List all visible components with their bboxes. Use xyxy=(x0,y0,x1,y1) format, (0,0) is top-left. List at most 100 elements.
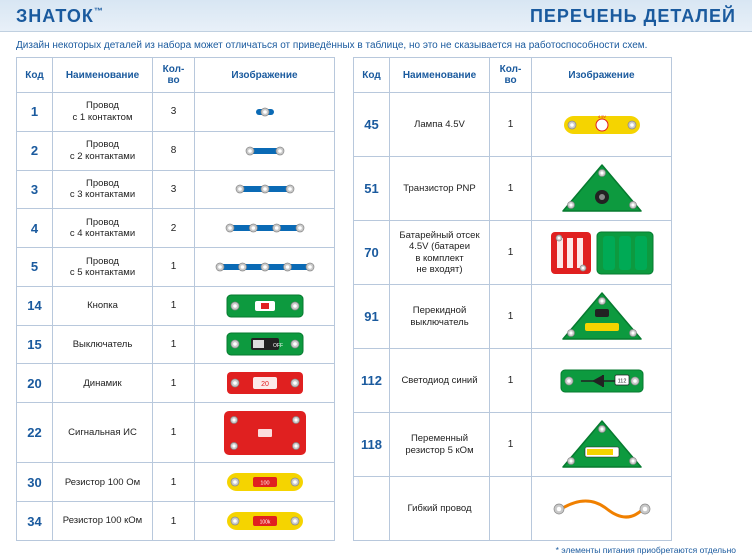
part-image xyxy=(195,209,335,248)
table-row: 112 Светодиод синий 1 112 xyxy=(354,349,672,413)
part-code: 91 xyxy=(354,285,390,349)
table-row: 1 Проводс 1 контактом 3 xyxy=(17,93,335,132)
part-code: 30 xyxy=(17,463,53,502)
part-code: 2 xyxy=(17,131,53,170)
col-qty: Кол-во xyxy=(153,58,195,93)
page-title: ПЕРЕЧЕНЬ ДЕТАЛЕЙ xyxy=(530,6,736,27)
part-code: 45 xyxy=(354,93,390,157)
part-qty: 1 xyxy=(490,157,532,221)
part-qty: 1 xyxy=(490,413,532,477)
part-name: Резистор 100 Ом xyxy=(53,463,153,502)
part-qty: 1 xyxy=(490,285,532,349)
table-row: 45 Лампа 4.5V 1 4.5V xyxy=(354,93,672,157)
part-image xyxy=(195,131,335,170)
table-row: 3 Проводс 3 контактами 3 xyxy=(17,170,335,209)
parts-table-right: Код Наименование Кол-во Изображение 45 Л… xyxy=(353,57,672,541)
col-image: Изображение xyxy=(195,58,335,93)
part-image xyxy=(195,286,335,325)
part-code: 14 xyxy=(17,286,53,325)
part-code: 15 xyxy=(17,325,53,364)
part-name: Лампа 4.5V xyxy=(390,93,490,157)
table-row: 30 Резистор 100 Ом 1 100 xyxy=(17,463,335,502)
part-qty: 1 xyxy=(490,93,532,157)
part-name: Проводс 3 контактами xyxy=(53,170,153,209)
svg-text:4.5V: 4.5V xyxy=(597,114,606,119)
part-code: 51 xyxy=(354,157,390,221)
part-name: Проводс 4 контактами xyxy=(53,209,153,248)
part-name: Динамик xyxy=(53,364,153,403)
part-qty: 1 xyxy=(153,364,195,403)
table-row: 2 Проводс 2 контактами 8 xyxy=(17,131,335,170)
table-row: 51 Транзистор PNP 1 xyxy=(354,157,672,221)
part-image: 4.5V xyxy=(532,93,672,157)
part-qty: 1 xyxy=(490,349,532,413)
part-image: 20 xyxy=(195,364,335,403)
header-bar: ЗНАТОК™ ПЕРЕЧЕНЬ ДЕТАЛЕЙ xyxy=(0,0,752,32)
table-row: 20 Динамик 1 20 xyxy=(17,364,335,403)
part-name: Переменныйрезистор 5 кОм xyxy=(390,413,490,477)
svg-text:100k: 100k xyxy=(259,520,270,526)
part-qty: 1 xyxy=(153,403,195,463)
part-code: 20 xyxy=(17,364,53,403)
part-image xyxy=(532,285,672,349)
part-qty: 1 xyxy=(490,221,532,285)
col-code: Код xyxy=(354,58,390,93)
part-name: Проводс 2 контактами xyxy=(53,131,153,170)
part-image xyxy=(195,403,335,463)
col-qty: Кол-во xyxy=(490,58,532,93)
part-image: 100k xyxy=(195,502,335,541)
part-name: Резистор 100 кОм xyxy=(53,502,153,541)
part-name: Гибкий провод xyxy=(390,477,490,541)
brand-text: ЗНАТОК xyxy=(16,6,94,26)
part-qty: 1 xyxy=(153,502,195,541)
svg-text:OFF: OFF xyxy=(273,343,283,349)
part-name: Проводс 1 контактом xyxy=(53,93,153,132)
part-image xyxy=(195,248,335,287)
part-name: Батарейный отсек4.5V (батареив комплектн… xyxy=(390,221,490,285)
part-image: 100 xyxy=(195,463,335,502)
part-image xyxy=(195,93,335,132)
part-image: OFF xyxy=(195,325,335,364)
tables-container: Код Наименование Кол-во Изображение 1 Пр… xyxy=(0,57,752,541)
design-note: Дизайн некоторых деталей из набора может… xyxy=(0,32,752,57)
part-code: 4 xyxy=(17,209,53,248)
part-name: Светодиод синий xyxy=(390,349,490,413)
part-image: 112 xyxy=(532,349,672,413)
part-image xyxy=(532,477,672,541)
part-name: Выключатель xyxy=(53,325,153,364)
table-row: 4 Проводс 4 контактами 2 xyxy=(17,209,335,248)
table-row: Гибкий провод xyxy=(354,477,672,541)
brand-tm: ™ xyxy=(94,6,104,16)
table-row: 34 Резистор 100 кОм 1 100k xyxy=(17,502,335,541)
part-qty: 1 xyxy=(153,286,195,325)
part-qty: 2 xyxy=(153,209,195,248)
table-row: 118 Переменныйрезистор 5 кОм 1 xyxy=(354,413,672,477)
part-qty: 8 xyxy=(153,131,195,170)
col-code: Код xyxy=(17,58,53,93)
part-name: Кнопка xyxy=(53,286,153,325)
part-image xyxy=(532,221,672,285)
parts-table-left: Код Наименование Кол-во Изображение 1 Пр… xyxy=(16,57,335,541)
part-name: Проводс 5 контактами xyxy=(53,248,153,287)
table-row: 15 Выключатель 1 OFF xyxy=(17,325,335,364)
part-name: Сигнальная ИС xyxy=(53,403,153,463)
col-image: Изображение xyxy=(532,58,672,93)
part-qty: 1 xyxy=(153,325,195,364)
part-code: 1 xyxy=(17,93,53,132)
svg-text:112: 112 xyxy=(617,378,626,384)
part-image xyxy=(532,413,672,477)
part-code: 5 xyxy=(17,248,53,287)
part-code: 118 xyxy=(354,413,390,477)
brand-logo: ЗНАТОК™ xyxy=(16,6,104,27)
part-image xyxy=(532,157,672,221)
part-code: 112 xyxy=(354,349,390,413)
svg-text:100: 100 xyxy=(260,481,269,487)
table-row: 91 Перекиднойвыключатель 1 xyxy=(354,285,672,349)
table-row: 14 Кнопка 1 xyxy=(17,286,335,325)
part-code xyxy=(354,477,390,541)
part-image xyxy=(195,170,335,209)
part-name: Транзистор PNP xyxy=(390,157,490,221)
svg-text:20: 20 xyxy=(261,381,269,388)
part-name: Перекиднойвыключатель xyxy=(390,285,490,349)
part-qty: 3 xyxy=(153,93,195,132)
